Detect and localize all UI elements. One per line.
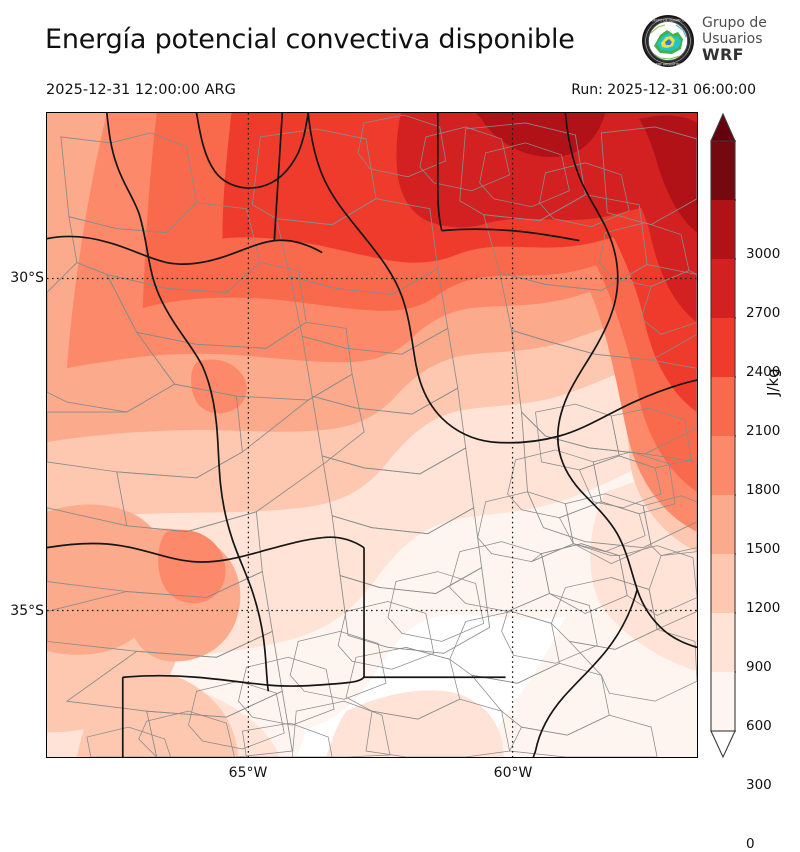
colorbar-tick-600: 600 [746,718,772,734]
wrf-user-group-logo: GRUPO DE USUARIOS WRF ARGENTINA Grupo de… [640,13,798,73]
colorbar-tick-2100: 2100 [746,423,781,439]
country-boundaries [47,113,697,757]
cape-band-2400-2700 [475,113,697,233]
graticule-grid [47,113,697,757]
wrf-user-group-seal-icon: GRUPO DE USUARIOS WRF ARGENTINA [642,15,694,67]
colorbar[interactable]: 3000 2700 2400 2100 1800 1500 1200 900 6… [710,113,780,852]
axis-label-lat-35s: 35°S [10,603,44,619]
page-title: Energía potencial convectiva disponible [45,24,575,55]
logo-line-1: Grupo de [702,15,767,31]
svg-text:GRUPO DE USUARIOS: GRUPO DE USUARIOS [651,18,685,22]
colorbar-gradient [710,113,736,758]
cape-map-plot[interactable] [46,112,698,758]
run-time-label: Run: 2025-12-31 06:00:00 [571,82,756,98]
colorbar-tick-0: 0 [746,836,755,852]
colorbar-tick-1200: 1200 [746,600,781,616]
colorbar-tick-900: 900 [746,659,772,675]
colorbar-tick-3000: 3000 [746,246,781,262]
colorbar-tick-1800: 1800 [746,482,781,498]
colorbar-tick-2700: 2700 [746,305,781,321]
svg-text:WRF ARGENTINA: WRF ARGENTINA [655,62,682,66]
colorbar-unit-label: J/kg [764,368,782,396]
axis-label-lon-65w: 65°W [228,765,268,781]
colorbar-tick-300: 300 [746,777,772,793]
logo-line-3: WRF [702,45,744,64]
cape-map-canvas [47,113,697,757]
axis-label-lon-60w: 60°W [493,765,533,781]
colorbar-tick-1500: 1500 [746,541,781,557]
valid-time-label: 2025-12-31 12:00:00 ARG [46,82,236,98]
colorbar-tick-2400: 2400 [746,364,781,380]
logo-line-2: Usuarios [702,31,763,47]
axis-label-lat-30s: 30°S [10,270,44,286]
